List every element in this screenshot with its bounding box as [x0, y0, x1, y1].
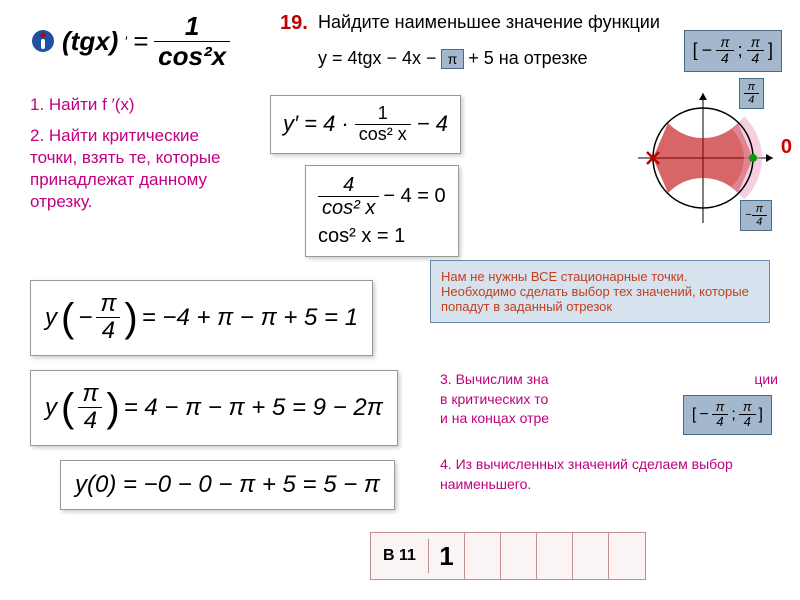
answer-label: В 11 [371, 539, 429, 573]
hf-num: 1 [181, 12, 203, 41]
answer-cell-3[interactable] [537, 533, 573, 579]
answer-cell-4[interactable] [573, 533, 609, 579]
p2-pre: y = 4tgx − 4x − [318, 48, 437, 69]
callout-note: Нам не нужны ВСЕ стационарные точки. Нео… [430, 260, 770, 323]
solve-box: 4 cos² x − 4 = 0 cos² x = 1 [305, 165, 459, 257]
eval-box-1: y(− π4 ) = −4 + π − π + 5 = 1 [30, 280, 373, 356]
pi4-bot: −π4 [740, 200, 772, 231]
pi4-top: π4 [739, 78, 764, 109]
eval-box-3: y(0) = −0 − 0 − π + 5 = 5 − π [60, 460, 395, 510]
pi-box: π [441, 49, 465, 69]
header-formula: (tgx)′ = 1 cos²x [30, 12, 230, 70]
info-icon [30, 28, 56, 54]
interval-box-top: [− π4 ; π4 ] [684, 30, 782, 72]
step1: 1. Найти f ′(x) [30, 95, 135, 115]
problem-number: 19. [280, 12, 308, 35]
problem-line2: y = 4tgx − 4x − π + 5 на отрезке [318, 48, 588, 69]
answer-cell-0[interactable]: 1 [429, 533, 465, 579]
zero-label: 0 [781, 136, 792, 159]
eval-box-2: y( π4 ) = 4 − π − π + 5 = 9 − 2π [30, 370, 398, 446]
answer-cell-5[interactable] [609, 533, 645, 579]
step3-interval: [− π4 ; π4 ] [683, 395, 772, 435]
answer-row: В 11 1 [370, 532, 646, 580]
answer-cell-2[interactable] [501, 533, 537, 579]
derivative-box: y′ = 4 · 1 cos² x − 4 [270, 95, 461, 154]
hf-den: cos²x [154, 42, 230, 71]
answer-cell-1[interactable] [465, 533, 501, 579]
step2: 2. Найти критические точки, взять те, ко… [30, 125, 230, 213]
step4: 4. Из вычисленных значений сделаем выбор… [440, 455, 770, 494]
p2-post: + 5 на отрезке [468, 48, 587, 69]
